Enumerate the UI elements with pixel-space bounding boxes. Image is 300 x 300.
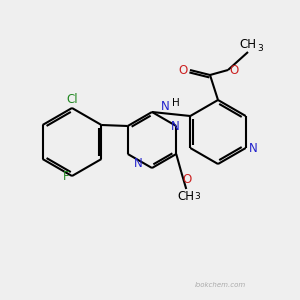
Text: lookchem.com: lookchem.com [194, 282, 246, 288]
Text: N: N [249, 142, 257, 154]
Text: H: H [172, 98, 180, 108]
Text: CH: CH [178, 190, 195, 203]
Text: N: N [134, 157, 142, 170]
Text: CH: CH [239, 38, 256, 51]
Text: N: N [171, 119, 180, 133]
Text: 3: 3 [194, 192, 200, 201]
Text: N: N [160, 100, 169, 112]
Text: O: O [179, 64, 188, 76]
Text: O: O [229, 64, 238, 76]
Text: O: O [182, 173, 191, 186]
Text: F: F [62, 170, 69, 184]
Text: 3: 3 [257, 44, 263, 53]
Text: Cl: Cl [66, 93, 78, 106]
